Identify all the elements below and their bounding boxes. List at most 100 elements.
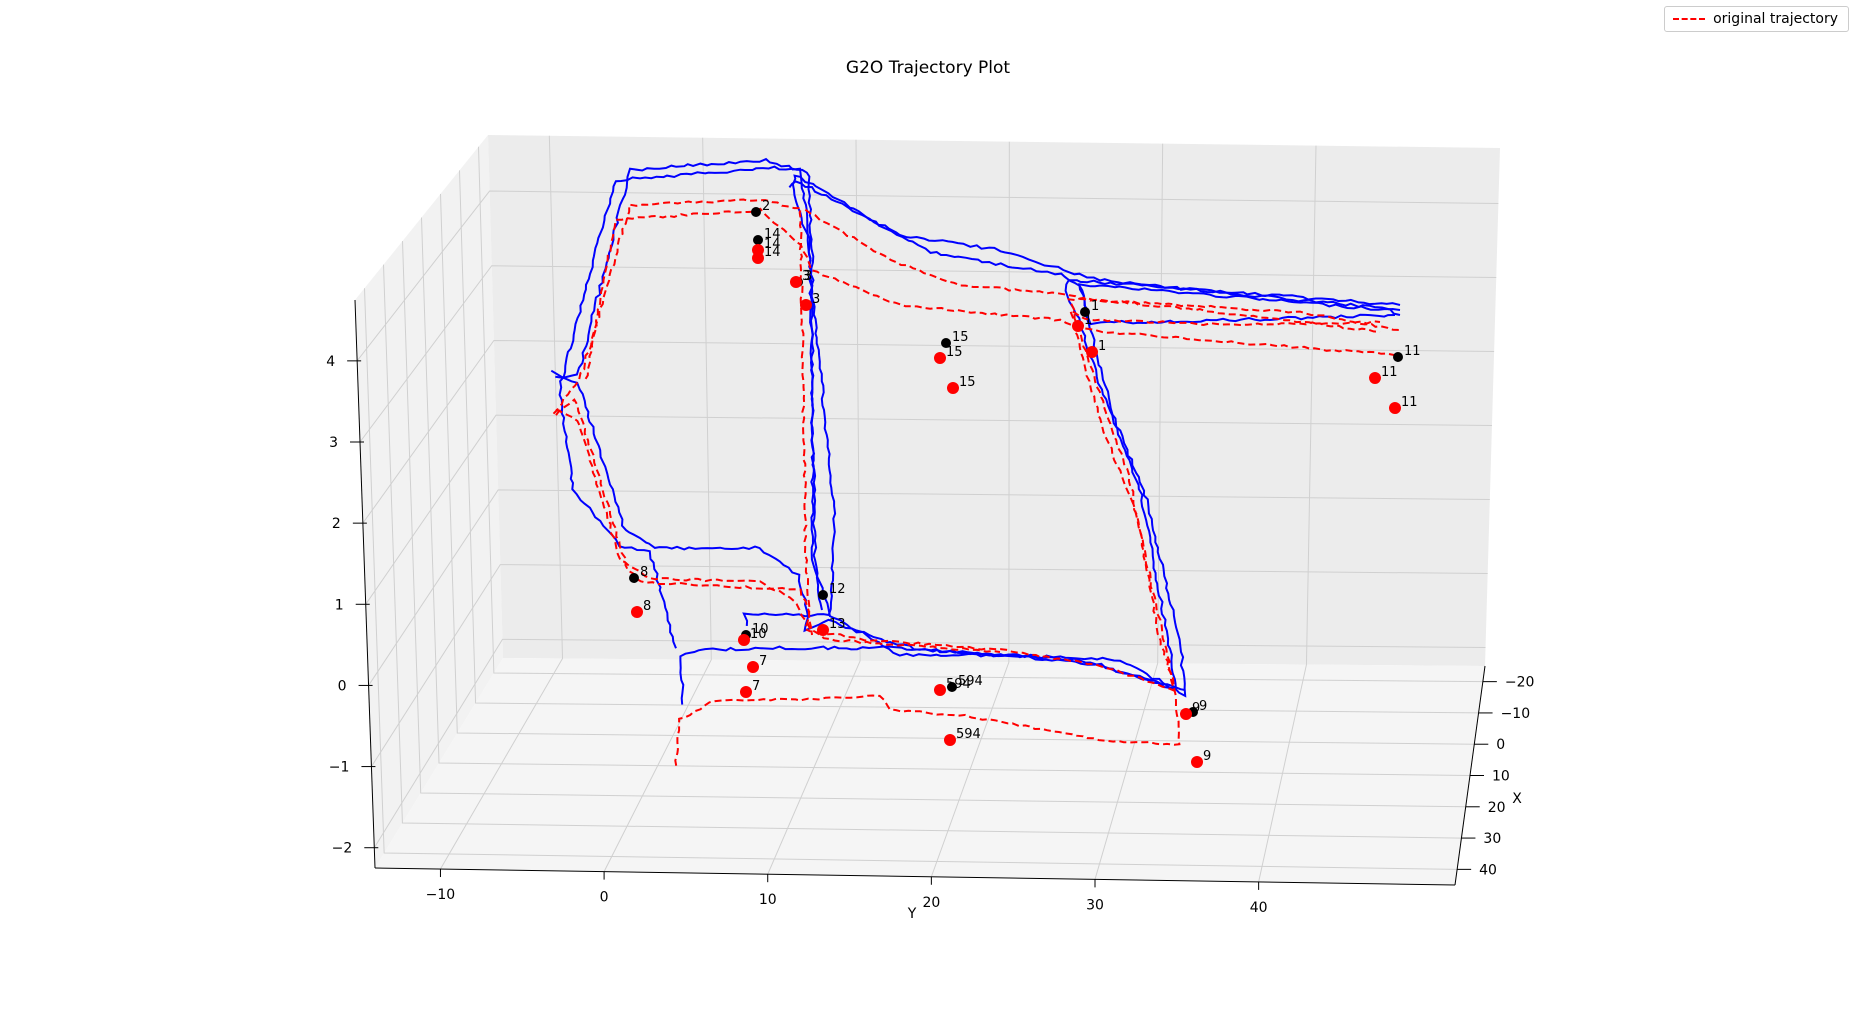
landmark-point — [947, 682, 957, 692]
x-tick-label: 40 — [1479, 862, 1497, 878]
landmark-point — [1369, 372, 1381, 384]
original-trajectory-line — [804, 208, 1401, 331]
x-tick-label: 0 — [1496, 737, 1505, 753]
landmark-label: 594 — [946, 677, 971, 692]
landmark-point — [740, 686, 752, 698]
z-tick-label: 1 — [335, 597, 344, 613]
x-tick-label: −20 — [1505, 675, 1535, 691]
landmark-point — [738, 634, 750, 646]
landmark-label: 1 — [1091, 299, 1099, 314]
landmark-point — [629, 573, 639, 583]
y-axis-ticks: −10 0 10 20 30 40 — [426, 869, 1268, 916]
landmark-label: 3 — [802, 269, 810, 284]
landmark-label: 7 — [752, 679, 760, 694]
landmark-label: 10 — [750, 627, 767, 642]
y-gridline — [930, 141, 1010, 877]
x-gridline — [421, 217, 1471, 776]
x-tick-label: 20 — [1488, 800, 1506, 816]
back-pane-left — [355, 135, 503, 868]
landmark-point — [751, 207, 761, 217]
landmark-point — [1180, 708, 1192, 720]
landmark-point — [1389, 402, 1401, 414]
landmark-label: 11 — [1381, 365, 1398, 380]
y-tick-label: −10 — [426, 887, 456, 903]
y-gridline — [440, 135, 564, 870]
landmark-point — [1086, 346, 1098, 358]
landmark-label: 14 — [764, 245, 781, 260]
y-tick-label: 30 — [1086, 897, 1104, 913]
optimized-trajectory-line — [788, 180, 1401, 311]
x-tick-label: 30 — [1483, 831, 1501, 847]
x-gridline — [383, 264, 1462, 839]
landmark-point — [1191, 756, 1203, 768]
landmark-point — [747, 661, 759, 673]
landmark-point — [944, 734, 956, 746]
y-axis-label: Y — [907, 906, 917, 922]
z-tick-label: 0 — [338, 678, 347, 694]
y-tick-label: 40 — [1250, 900, 1268, 916]
legend-label-original-trajectory: original trajectory — [1713, 11, 1838, 27]
back-pane-back — [488, 135, 1500, 666]
landmark-point — [1080, 307, 1090, 317]
z-tick-label: −1 — [329, 760, 350, 776]
landmark-label: 10 — [752, 622, 769, 637]
x-gridline — [459, 170, 1479, 714]
landmark-label: 9 — [1192, 701, 1200, 716]
legend: original trajectory — [1664, 6, 1849, 32]
landmark-label: 1 — [1084, 313, 1092, 328]
x-axis-ticks: −20 −10 0 10 20 30 40 — [1457, 675, 1535, 878]
landmark-label: 9 — [1203, 749, 1211, 764]
landmark-label: 3 — [804, 269, 812, 284]
landmark-point — [947, 382, 959, 394]
y-axis-line — [374, 867, 1456, 886]
landmark-label: 13 — [829, 617, 846, 632]
optimized-trajectory-line — [550, 369, 1186, 691]
z-tick-label: −2 — [332, 841, 353, 857]
y-tick-label: 20 — [922, 895, 940, 911]
original-trajectory-line — [584, 207, 1400, 380]
z-tick-label: 3 — [329, 435, 338, 451]
original-trajectory-line — [552, 198, 813, 636]
x-tick-label: 10 — [1492, 769, 1510, 785]
landmark-point — [934, 684, 946, 696]
landmark-label: 1 — [1098, 339, 1106, 354]
y-tick-label: 10 — [759, 892, 777, 908]
z-axis-line — [354, 299, 376, 869]
original-trajectory — [552, 198, 1401, 766]
landmark-label: 594 — [958, 674, 983, 689]
y-gridline — [603, 137, 712, 872]
landmark-label: 15 — [952, 330, 969, 345]
landmark-label: 9 — [1199, 699, 1207, 714]
legend-dashed-line-icon — [1673, 18, 1706, 20]
landmark-point — [941, 338, 951, 348]
landmark-label: 7 — [759, 654, 767, 669]
landmark-label: 12 — [829, 582, 846, 597]
landmark-point — [800, 299, 812, 311]
z-tick-label: 4 — [326, 354, 335, 370]
y-gridline — [767, 139, 861, 875]
landmark-label: 8 — [640, 565, 648, 580]
x-gridline — [364, 288, 1458, 870]
original-trajectory-line — [555, 408, 1001, 653]
landmark-label: 14 — [764, 237, 781, 252]
landmark-point — [1393, 352, 1403, 362]
landmark-point — [752, 252, 764, 264]
landmark-point — [753, 235, 763, 245]
landmark-label: 8 — [643, 599, 651, 614]
optimized-trajectory-line — [742, 174, 1396, 626]
floor-pane — [375, 658, 1485, 885]
landmark-label: 2 — [762, 199, 770, 214]
x-axis-label: X — [1512, 791, 1522, 807]
original-trajectory-line — [555, 296, 1381, 693]
landmark-label: 594 — [956, 727, 981, 742]
landmark-label: 15 — [959, 375, 976, 390]
z-tick-label: 2 — [332, 516, 341, 532]
landmark-label: 15 — [946, 345, 963, 360]
landmark-label: 14 — [764, 227, 781, 242]
landmark-label: 11 — [1401, 395, 1418, 410]
y-gridline — [1094, 143, 1164, 880]
landmark-point — [818, 590, 828, 600]
x-gridline — [440, 193, 1475, 745]
